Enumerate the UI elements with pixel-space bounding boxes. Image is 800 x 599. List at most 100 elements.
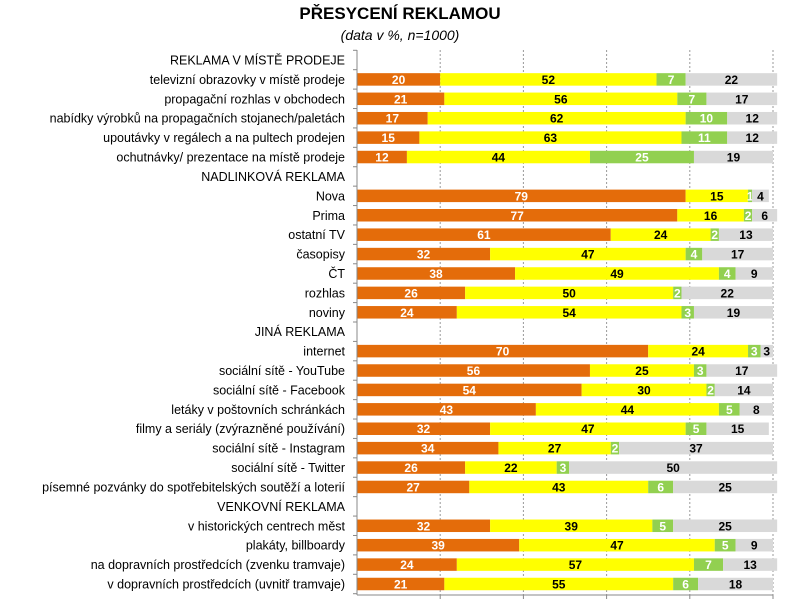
data-label: 56 [554, 92, 568, 106]
bar-segment [357, 247, 491, 261]
bar-segment [619, 441, 773, 455]
bar-segment [735, 267, 773, 280]
data-label: 21 [394, 92, 408, 106]
row-label: ČT [328, 266, 345, 281]
data-label: 2 [711, 228, 718, 242]
data-label: 47 [581, 422, 595, 436]
bar-segment [706, 383, 715, 397]
data-label: 2 [612, 442, 619, 456]
bar-segment [357, 383, 582, 397]
row-label: upoutávky v regálech a na pultech prodej… [103, 131, 345, 145]
chart-subtitle: (data v %, n=1000) [340, 27, 460, 43]
data-label: 22 [721, 286, 735, 300]
bar-segment [357, 306, 457, 319]
data-label: 15 [731, 422, 745, 436]
bar-segment [581, 383, 707, 397]
bar-segment [739, 403, 773, 416]
bar-segment [693, 364, 707, 377]
bar-segment [706, 364, 778, 377]
bar-segment [677, 92, 707, 106]
data-label: 27 [406, 480, 420, 494]
bar-segment [490, 422, 686, 435]
bar-segment [723, 558, 778, 571]
data-label: 22 [725, 73, 739, 87]
data-label: 25 [718, 480, 732, 494]
bar-segment [693, 150, 773, 164]
bar-segment [490, 519, 653, 533]
bar-segment [681, 286, 773, 300]
data-label: 6 [657, 480, 664, 494]
data-label: 47 [610, 539, 624, 553]
data-label: 6 [761, 209, 768, 223]
data-label: 17 [735, 92, 749, 106]
data-label: 56 [467, 364, 481, 378]
row-label: noviny [309, 306, 346, 320]
bar-segment [357, 111, 428, 125]
bar-segment [685, 422, 707, 435]
bar-segment [406, 150, 590, 164]
data-label: 3 [684, 306, 691, 320]
bar-segment [714, 383, 773, 397]
bar-segment [357, 364, 590, 377]
bar-segment [357, 209, 678, 222]
bar-segment [673, 519, 778, 533]
data-label: 6 [682, 578, 689, 592]
bar-segment [718, 228, 773, 241]
data-label: 52 [542, 73, 556, 87]
data-label: 70 [496, 345, 510, 359]
row-label: Nova [316, 189, 345, 203]
row-label: ostatní TV [288, 228, 345, 242]
data-label: 77 [510, 209, 524, 223]
bar-segment [357, 267, 516, 280]
bar-segment [440, 73, 657, 86]
data-label: 22 [504, 461, 518, 475]
data-label: 44 [492, 151, 506, 165]
bar-segment [752, 189, 769, 203]
data-label: 24 [691, 345, 705, 359]
bar-segment [465, 461, 557, 474]
data-label: 20 [392, 73, 406, 87]
bar-segment [685, 73, 778, 86]
data-label: 2 [674, 286, 681, 300]
bar-segment [743, 209, 753, 222]
data-label: 15 [710, 189, 724, 203]
data-label: 55 [552, 578, 566, 592]
bar-segment [357, 519, 491, 533]
data-label: 10 [700, 112, 714, 126]
bar-segment [610, 441, 620, 455]
bar-segment [419, 131, 682, 144]
bar-segment [648, 480, 674, 494]
row-label: časopisy [296, 248, 345, 262]
bar-segment [357, 286, 466, 300]
bar-segment [357, 150, 407, 164]
chart-title: PŘESYCENÍ REKLAMOU [299, 4, 501, 23]
bar-segment [681, 131, 728, 144]
data-label: 26 [404, 286, 418, 300]
bar-segment [357, 538, 520, 552]
data-label: 32 [417, 519, 431, 533]
data-label: 17 [731, 248, 745, 262]
data-label: 3 [751, 345, 758, 359]
data-label: 50 [562, 286, 576, 300]
bar-segment [519, 538, 715, 552]
bar-segment [698, 577, 773, 591]
row-label: sociální sítě - YouTube [219, 364, 345, 378]
data-label: 79 [515, 189, 529, 203]
bar-segment [427, 111, 686, 125]
data-label: 5 [659, 519, 666, 533]
bar-segment [727, 131, 778, 144]
bar-segment [673, 577, 699, 591]
data-label: 3 [697, 364, 704, 378]
bar-segment [710, 228, 719, 241]
data-label: 37 [689, 442, 703, 456]
data-label: 4 [757, 189, 764, 203]
data-label: 14 [737, 383, 751, 397]
bar-segment [357, 344, 649, 358]
data-label: 4 [724, 267, 731, 281]
data-label: 15 [382, 131, 396, 145]
category-heading: REKLAMA V MÍSTĚ PRODEJE [170, 53, 345, 68]
data-label: 50 [666, 461, 680, 475]
data-label: 9 [751, 539, 758, 553]
bar-segment [693, 306, 773, 319]
